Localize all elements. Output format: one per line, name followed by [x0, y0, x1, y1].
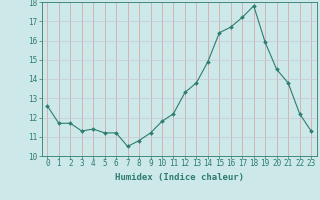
X-axis label: Humidex (Indice chaleur): Humidex (Indice chaleur): [115, 173, 244, 182]
